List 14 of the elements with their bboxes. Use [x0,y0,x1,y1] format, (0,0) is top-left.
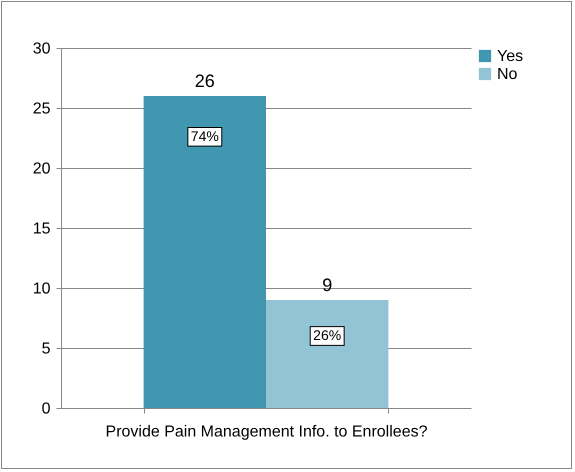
annotation: 26% [313,327,342,343]
y-tick-label: 15 [32,220,51,238]
y-tick-label: 5 [42,340,51,358]
y-tick-label: 0 [42,400,51,418]
y-tick-label: 20 [32,160,51,178]
y-tick-label: 10 [32,280,51,298]
data-label: 9 [322,275,332,295]
x-axis-title: Provide Pain Management Info. to Enrollees? [106,424,428,440]
data-label: 26 [194,71,215,91]
y-tick-label: 25 [32,100,51,118]
legend-label: Yes [497,48,524,65]
y-tick-label: 30 [32,40,51,58]
annotation: 74% [190,128,219,144]
legend-label: No [497,66,518,83]
